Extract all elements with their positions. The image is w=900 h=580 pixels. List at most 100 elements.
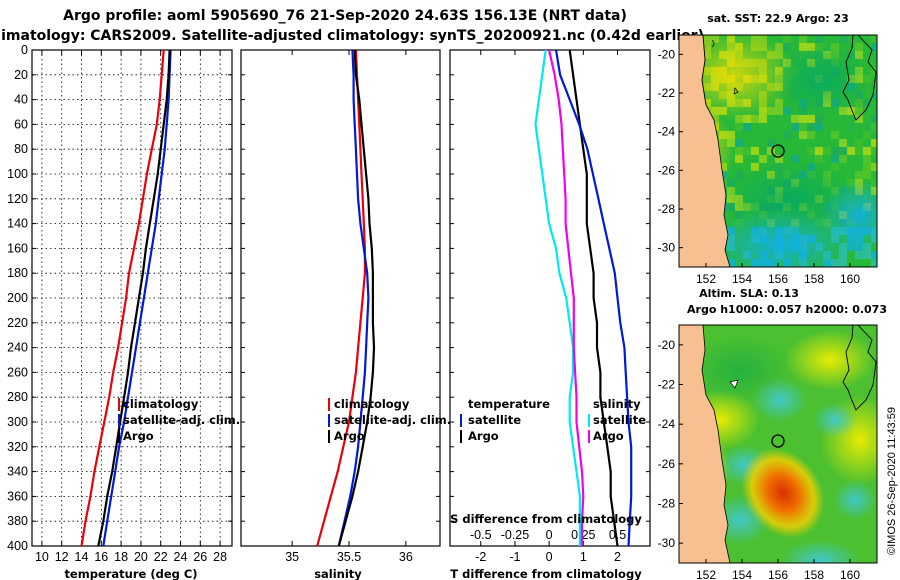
salinity-legend: climatology satellite-adj. clim. Argo xyxy=(328,397,451,443)
x-tick-label: 20 xyxy=(134,550,148,564)
sst-pixel xyxy=(831,131,839,139)
s-diff-tick-label: -0.25 xyxy=(501,528,530,542)
sst-pixel xyxy=(871,139,877,147)
s-difference-ticks: -0.5 -0.25 0 0.25 0.5 xyxy=(470,528,626,542)
sst-map-title: sat. SST: 22.9 Argo: 23 xyxy=(707,12,849,25)
salinity-panel xyxy=(240,49,441,547)
difference-panel xyxy=(449,49,651,547)
sst-pixel xyxy=(871,259,877,267)
sst-pixel xyxy=(855,139,863,147)
sst-pixel xyxy=(743,147,751,155)
series-line-satellite-adj-clim- xyxy=(337,50,370,546)
sla-map-title-1: Altim. SLA: 0.13 xyxy=(699,287,799,300)
sst-pixel xyxy=(855,43,863,51)
sst-pixel xyxy=(871,123,877,131)
sst-pixel xyxy=(743,123,751,131)
sst-pixel xyxy=(815,155,823,163)
sst-pixel xyxy=(815,115,823,123)
sst-pixel xyxy=(855,107,863,115)
temperature-xlabel: temperature (deg C) xyxy=(64,567,197,580)
x-tick-label: 0 xyxy=(546,550,553,564)
depth-tick-label: 160 xyxy=(7,241,28,255)
sst-pixel xyxy=(807,115,815,123)
legend-label-t-satellite: satellite xyxy=(468,413,521,427)
sst-map-y-ticks: -20 -22 -24 -26 -28 -30 xyxy=(658,47,683,255)
depth-tick-label: 320 xyxy=(7,440,28,454)
sst-pixel xyxy=(871,115,877,123)
sst-pixel xyxy=(855,99,863,107)
depth-tick-label: 400 xyxy=(7,539,28,553)
timestamp: ©IMOS 26-Sep-2020 11:43:59 xyxy=(886,407,898,555)
map-x-tick-label: 156 xyxy=(768,272,788,286)
sst-pixel xyxy=(863,99,871,107)
sla-float-marker xyxy=(771,434,785,448)
sst-pixel xyxy=(831,163,839,171)
sst-pixel xyxy=(871,251,877,259)
depth-tick-label: 140 xyxy=(7,217,28,231)
legend-label-climatology: climatology xyxy=(334,397,410,411)
sst-pixel xyxy=(863,163,871,171)
map-y-tick-label: -28 xyxy=(658,202,676,216)
sst-pixel xyxy=(775,139,783,147)
series-line-s-satellite xyxy=(548,50,585,546)
sst-pixel xyxy=(807,123,815,131)
series-line-t-satellite xyxy=(534,50,581,546)
legend-label-satellite: satellite-adj. clim. xyxy=(334,413,451,427)
depth-tick-label: 260 xyxy=(7,365,28,379)
salinity-x-ticks: 35 35.5 36 xyxy=(285,50,413,564)
sst-pixel xyxy=(799,43,807,51)
difference-lines xyxy=(534,50,633,546)
legend-label-argo: Argo xyxy=(334,429,365,443)
sst-pixel xyxy=(855,115,863,123)
sst-map-x-ticks: 152 154 156 158 160 xyxy=(696,263,860,286)
sst-pixel xyxy=(855,171,863,179)
sst-pixel xyxy=(735,139,743,147)
sst-pixel xyxy=(871,147,877,155)
map-x-tick-label: 160 xyxy=(840,568,860,580)
sst-pixel xyxy=(871,67,877,75)
temperature-lines xyxy=(80,50,172,546)
map-x-tick-label: 158 xyxy=(804,272,824,286)
sst-pixel xyxy=(847,107,855,115)
s-difference-label: S difference from climatology xyxy=(450,512,642,526)
sst-pixel xyxy=(839,147,847,155)
legend-label-s-satellite: satellite xyxy=(593,413,646,427)
title-line-1: Argo profile: aoml 5905690_76 21-Sep-202… xyxy=(63,8,627,24)
map-x-tick-label: 152 xyxy=(696,272,716,286)
sst-pixel xyxy=(839,35,847,43)
legend-title-salinity: salinity xyxy=(593,397,641,411)
legend-label-climatology: climatology xyxy=(123,397,199,411)
x-tick-label: 22 xyxy=(154,550,168,564)
depth-tick-label: 380 xyxy=(7,514,28,528)
sst-pixel xyxy=(871,163,877,171)
sst-pixel xyxy=(815,147,823,155)
sst-pixel xyxy=(855,147,863,155)
depth-tick-label: 120 xyxy=(7,192,28,206)
salinity-lines xyxy=(316,50,376,546)
depth-tick-label: 40 xyxy=(14,93,28,107)
depth-tick-label: 220 xyxy=(7,316,28,330)
legend-label-s-argo: Argo xyxy=(593,429,624,443)
x-tick-label: 18 xyxy=(114,550,128,564)
sst-pixel xyxy=(751,147,759,155)
map-x-tick-label: 160 xyxy=(840,272,860,286)
s-diff-tick-label: 0.5 xyxy=(609,528,626,542)
depth-tick-label: 360 xyxy=(7,489,28,503)
map-y-tick-label: -26 xyxy=(658,163,676,177)
sst-pixel xyxy=(791,123,799,131)
x-tick-label: -2 xyxy=(475,550,486,564)
x-tick-label: 24 xyxy=(174,550,188,564)
sst-pixel xyxy=(863,131,871,139)
map-y-tick-label: -20 xyxy=(658,47,676,61)
sst-map-field xyxy=(679,35,877,267)
sst-pixel xyxy=(791,155,799,163)
s-diff-tick-label: 0.25 xyxy=(571,528,595,542)
title-line-2: Climatology: CARS2009. Satellite-adjuste… xyxy=(0,28,704,44)
sst-pixel xyxy=(767,139,775,147)
series-line-argo xyxy=(337,50,376,546)
map-x-tick-label: 156 xyxy=(768,568,788,580)
sst-pixel xyxy=(815,123,823,131)
map-y-tick-label: -30 xyxy=(658,536,676,550)
sst-pixel xyxy=(847,123,855,131)
map-y-tick-label: -20 xyxy=(658,338,676,352)
